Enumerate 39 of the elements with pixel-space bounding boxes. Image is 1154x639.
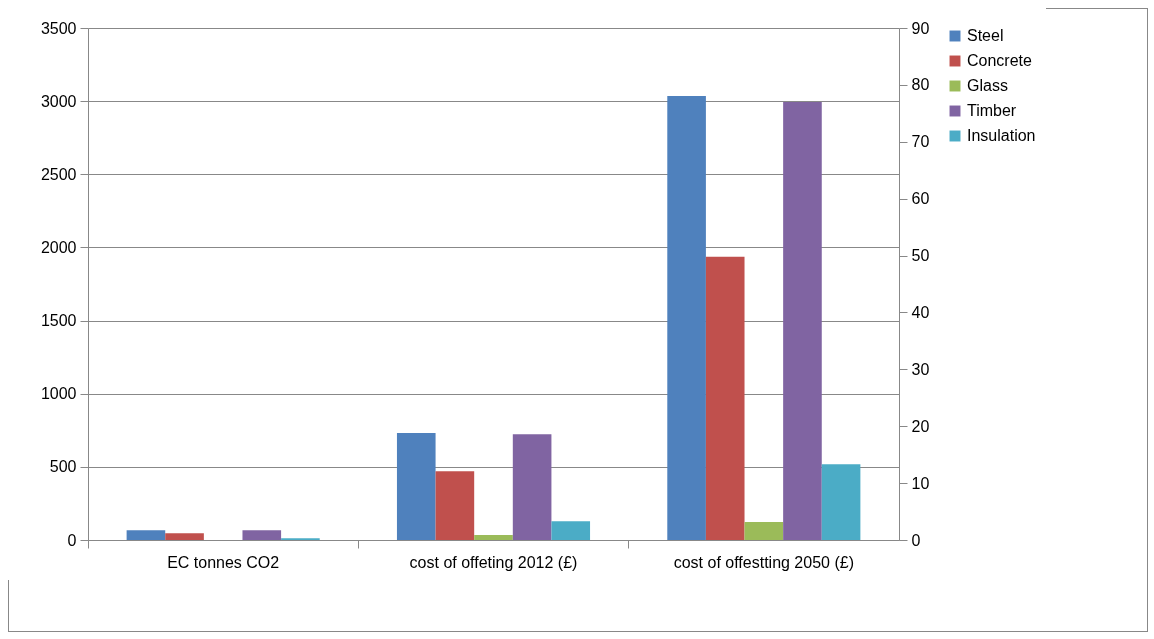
y2-tick-label: 50	[911, 247, 930, 265]
y-tick-label: 3500	[40, 19, 77, 37]
x-tick-label: cost of offeting 2012 (£)	[409, 553, 578, 571]
y-tick-label: 0	[67, 531, 77, 549]
bar	[783, 101, 822, 540]
y2-tick-label: 0	[911, 531, 921, 549]
legend-label: Timber	[967, 102, 1017, 119]
bar	[126, 530, 166, 540]
y2-tick-label: 70	[911, 133, 930, 151]
y-tick-label: 500	[49, 458, 77, 476]
y2-tick-label: 40	[911, 303, 930, 321]
bar	[705, 256, 745, 540]
bar	[512, 434, 552, 540]
y2-tick-label: 10	[911, 474, 930, 492]
legend-label: Insulation	[967, 127, 1036, 144]
x-tick-label: EC tonnes CO2	[167, 553, 280, 571]
bar	[165, 533, 204, 540]
y-tick-label: 2500	[40, 165, 77, 183]
y-tick-label: 1500	[40, 312, 77, 330]
bar	[744, 522, 784, 540]
y2-tick-label: 60	[911, 190, 930, 208]
y-tick-label: 2000	[40, 238, 77, 256]
bar	[551, 521, 591, 540]
y-tick-label: 3000	[40, 92, 77, 110]
bar	[821, 464, 861, 540]
y2-tick-label: 80	[911, 76, 930, 94]
bar	[435, 471, 475, 540]
y2-tick-label: 20	[911, 417, 930, 435]
legend-label: Steel	[967, 27, 1004, 44]
legend-label: Glass	[967, 77, 1008, 94]
x-tick-label: cost of offestting 2050 (£)	[673, 553, 854, 571]
y2-tick-label: 90	[911, 19, 930, 37]
y2-tick-label: 30	[911, 360, 930, 378]
y-tick-label: 1000	[40, 385, 77, 403]
bar	[474, 535, 513, 540]
legend-label: Concrete	[967, 52, 1033, 69]
bar	[242, 530, 282, 540]
bar	[396, 433, 436, 540]
bar	[667, 96, 706, 540]
